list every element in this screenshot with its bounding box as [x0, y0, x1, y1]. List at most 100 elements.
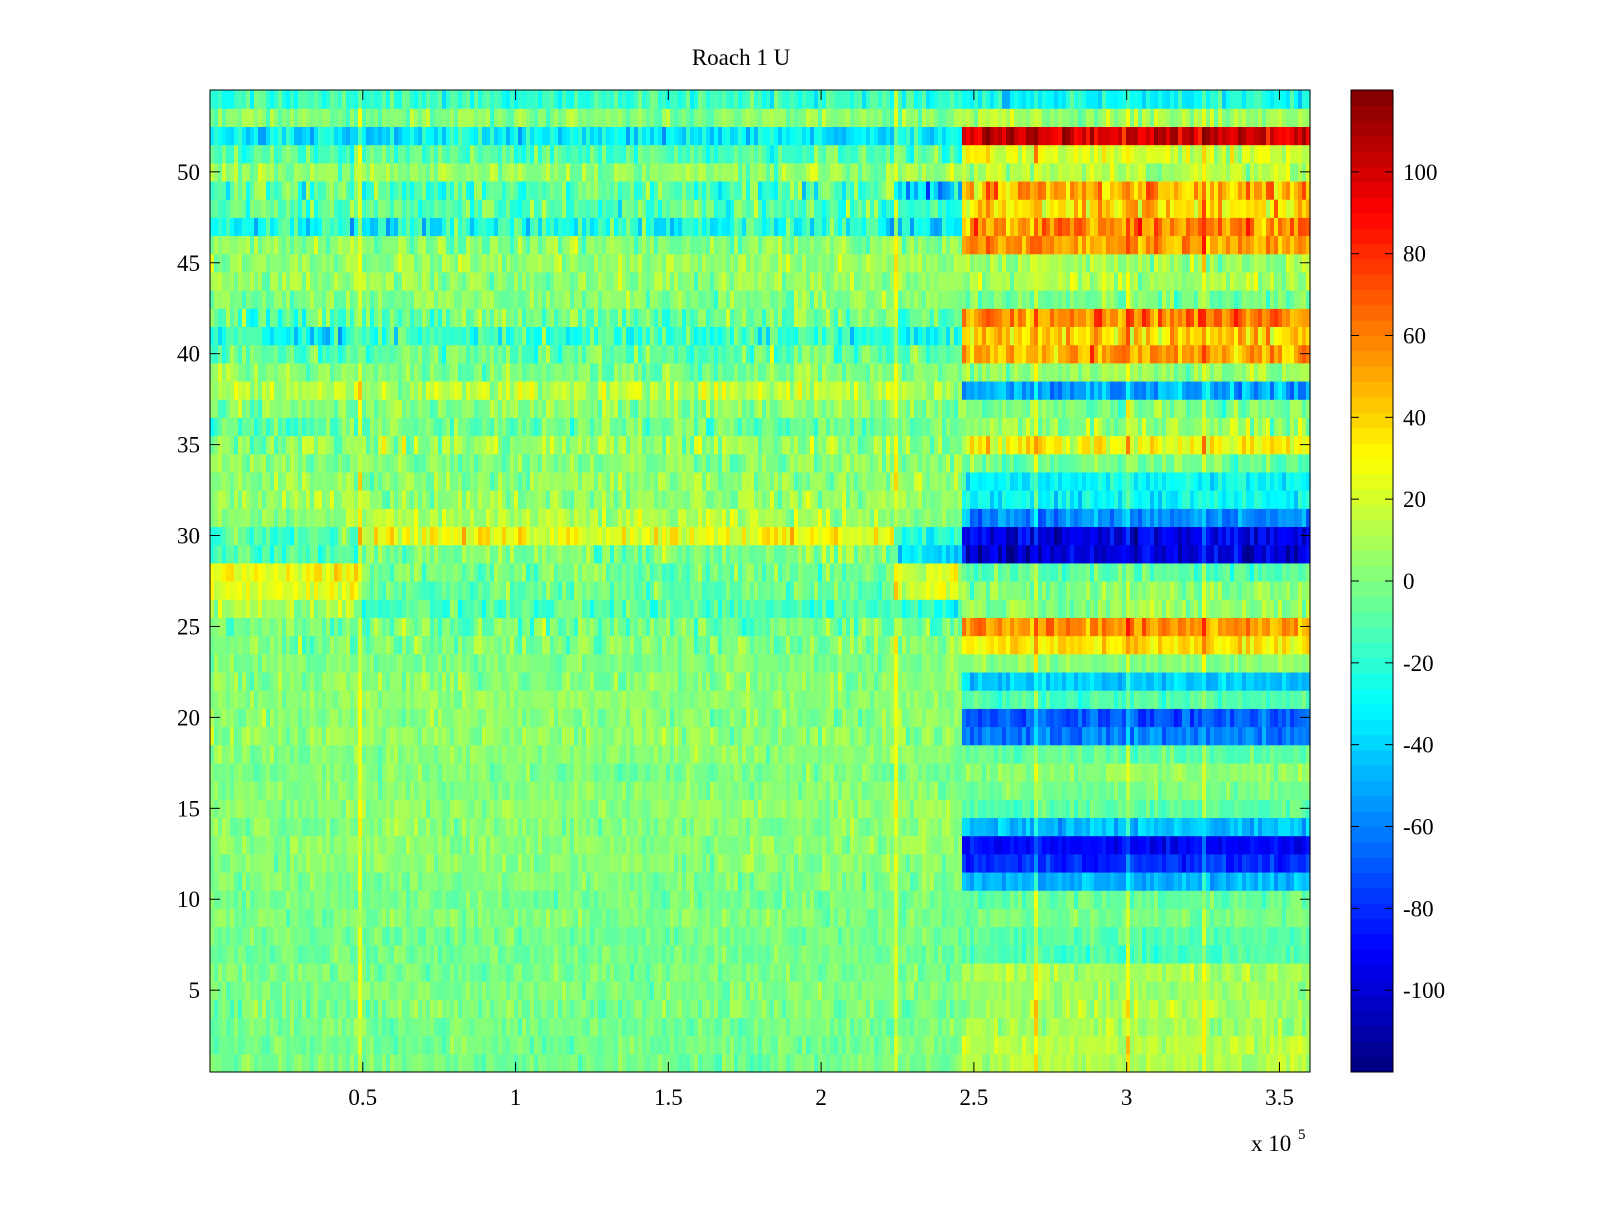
- heatmap-cell: [630, 908, 635, 928]
- heatmap-cell: [962, 781, 967, 800]
- heatmap-cell: [1186, 926, 1191, 946]
- heatmap-cell: [870, 1053, 875, 1073]
- heatmap-cell: [602, 817, 607, 837]
- heatmap-cell: [474, 944, 479, 964]
- heatmap-cell: [358, 817, 363, 837]
- heatmap-cell: [350, 744, 355, 764]
- heatmap-cell: [418, 799, 423, 819]
- heatmap-cell: [578, 781, 583, 800]
- heatmap-cell: [946, 1035, 951, 1055]
- heatmap-cell: [646, 1035, 651, 1055]
- heatmap-cell: [1158, 908, 1163, 928]
- heatmap-cell: [1078, 1017, 1083, 1037]
- heatmap-cell: [1094, 1035, 1099, 1055]
- heatmap-cell: [762, 853, 767, 873]
- heatmap-cell: [550, 962, 555, 982]
- heatmap-cell: [1106, 926, 1111, 946]
- heatmap-cell: [606, 853, 611, 873]
- heatmap-cell: [818, 744, 823, 764]
- heatmap-cell: [282, 962, 287, 982]
- heatmap-cell: [566, 781, 571, 800]
- heatmap-cell: [434, 944, 439, 964]
- heatmap-cell: [910, 890, 915, 909]
- heatmap-cell: [626, 781, 631, 800]
- heatmap-cell: [638, 908, 643, 928]
- heatmap-cell: [890, 781, 895, 800]
- heatmap-cell: [1110, 1053, 1115, 1073]
- heatmap-cell: [222, 781, 227, 800]
- heatmap-cell: [1182, 908, 1187, 928]
- heatmap-cell: [926, 999, 931, 1019]
- heatmap-cell: [538, 944, 543, 964]
- heatmap-cell: [714, 1053, 719, 1073]
- heatmap-cell: [886, 835, 891, 855]
- heatmap-cell: [1198, 890, 1203, 909]
- heatmap-cell: [798, 944, 803, 964]
- heatmap-cell: [1254, 890, 1259, 909]
- heatmap-cell: [242, 999, 247, 1019]
- heatmap-cell: [510, 853, 515, 873]
- heatmap-cell: [830, 981, 835, 1000]
- heatmap-cell: [1110, 799, 1115, 819]
- heatmap-cell: [714, 962, 719, 982]
- heatmap-cell: [1154, 835, 1159, 855]
- heatmap-cell: [1282, 744, 1287, 764]
- heatmap-cell: [590, 981, 595, 1000]
- heatmap-cell: [254, 817, 259, 837]
- heatmap-cell: [594, 1053, 599, 1073]
- heatmap-cell: [610, 744, 615, 764]
- heatmap-cell: [1282, 871, 1287, 891]
- heatmap-cell: [874, 871, 879, 891]
- heatmap-cell: [394, 744, 399, 764]
- heatmap-cell: [342, 762, 347, 782]
- heatmap-cell: [626, 871, 631, 891]
- heatmap-cell: [778, 962, 783, 982]
- heatmap-cell: [410, 962, 415, 982]
- heatmap-cell: [514, 781, 519, 800]
- heatmap-cell: [1270, 944, 1275, 964]
- heatmap-cell: [1170, 1053, 1175, 1073]
- heatmap-cell: [606, 908, 611, 928]
- heatmap-cell: [746, 908, 751, 928]
- heatmap-cell: [306, 962, 311, 982]
- heatmap-cell: [490, 999, 495, 1019]
- heatmap-cell: [270, 962, 275, 982]
- heatmap-cell: [1254, 962, 1259, 982]
- heatmap-cell: [1070, 799, 1075, 819]
- heatmap-cell: [1174, 1035, 1179, 1055]
- heatmap-cell: [958, 744, 963, 764]
- heatmap-cell: [974, 835, 979, 855]
- heatmap-cell: [1190, 1053, 1195, 1073]
- heatmap-cell: [722, 944, 727, 964]
- heatmap-cell: [802, 962, 807, 982]
- heatmap-cell: [1278, 926, 1283, 946]
- heatmap-cell: [614, 799, 619, 819]
- heatmap-cell: [742, 1053, 747, 1073]
- heatmap-cell: [914, 835, 919, 855]
- heatmap-cell: [386, 944, 391, 964]
- heatmap-cell: [394, 908, 399, 928]
- heatmap-cell: [734, 926, 739, 946]
- heatmap-cell: [270, 999, 275, 1019]
- heatmap-cell: [506, 1035, 511, 1055]
- heatmap-cell: [390, 744, 395, 764]
- heatmap-cell: [778, 926, 783, 946]
- heatmap-cell: [586, 1053, 591, 1073]
- heatmap-cell: [778, 871, 783, 891]
- heatmap-cell: [414, 817, 419, 837]
- heatmap-cell: [482, 781, 487, 800]
- heatmap-cell: [1134, 835, 1139, 855]
- heatmap-cell: [742, 799, 747, 819]
- heatmap-cell: [922, 1017, 927, 1037]
- heatmap-cell: [774, 853, 779, 873]
- heatmap-cell: [318, 908, 323, 928]
- heatmap-cell: [1098, 926, 1103, 946]
- heatmap-cell: [570, 999, 575, 1019]
- heatmap-cell: [730, 781, 735, 800]
- heatmap-cell: [770, 1017, 775, 1037]
- heatmap-cell: [994, 944, 999, 964]
- heatmap-cell: [518, 817, 523, 837]
- heatmap-cell: [470, 890, 475, 909]
- heatmap-cell: [278, 726, 283, 746]
- heatmap-cell: [250, 1053, 255, 1073]
